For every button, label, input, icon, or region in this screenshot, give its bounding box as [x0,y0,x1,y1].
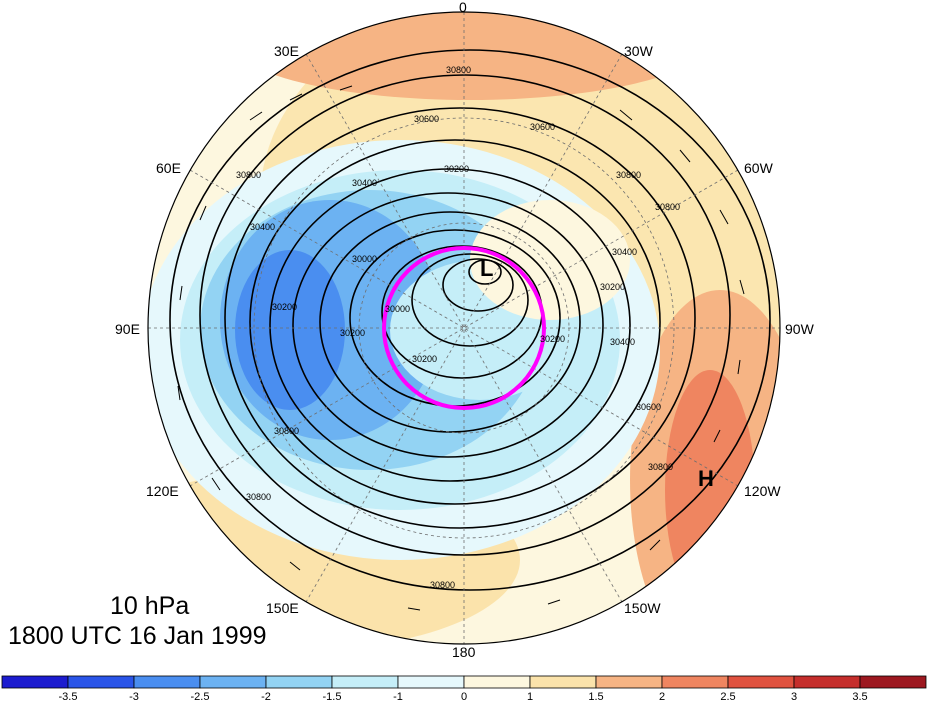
valid-time-caption: 1800 UTC 16 Jan 1999 [8,622,267,650]
colorbar-swatch [529,675,597,689]
colorbar-tick-label: 0 [461,691,467,702]
height-contours [169,49,771,591]
contour-label: 30800 [655,202,680,212]
lon-label-120e: 120E [146,483,179,499]
contour-label: 30800 [446,65,471,75]
colorbar-tick-label: 1.5 [588,691,603,702]
contour-label: 30800 [648,462,673,472]
colorbar-tick-label: 3 [791,691,797,702]
contour-label: 30200 [272,302,297,312]
colorbar-swatch [331,675,399,689]
colorbar-swatch [463,675,531,689]
longitude-labels: 0 30E 30W 60E 60W 90E 90W 120E 120W 150E… [115,0,815,660]
colorbar-tick-label: -1 [393,691,403,702]
lon-label-30w: 30W [624,43,654,59]
colorbar-swatch [133,675,201,689]
colorbar-tick-label: 2 [659,691,665,702]
contour-label: 30800 [274,426,299,436]
contour-label: 30000 [385,304,410,314]
colorbar-swatch [199,675,267,689]
lon-label-90e: 90E [115,321,140,337]
colorbar-swatch [1,675,69,689]
contour-label: 30600 [530,122,555,132]
colorbar-tick-label: -2 [261,691,271,702]
colorbar: -3.5 -3 -2.5 -2 -1.5 -1 0 1 1.5 2 2.5 3 3.5 [1,675,927,702]
lon-label-60w: 60W [744,160,774,176]
lon-label-150e: 150E [266,600,299,616]
contour-label: 30200 [540,334,565,344]
colorbar-swatch [727,675,795,689]
colorbar-swatch [397,675,465,689]
lon-label-180: 180 [452,644,476,660]
contour-label: 30200 [600,282,625,292]
lon-label-0: 0 [459,0,467,15]
lat-lon-grid [148,12,780,644]
anomaly-shading [148,12,780,644]
pressure-level-caption: 10 hPa [110,592,190,620]
contour-label: 30400 [612,247,637,257]
lon-label-150w: 150W [624,600,661,616]
lon-label-30e: 30E [274,43,299,59]
map-boundary [147,11,781,645]
contour-label: 30000 [352,254,377,264]
contour-label-group: 30800 30600 30600 30400 30800 30800 3020… [236,65,680,590]
colorbar-swatch [67,675,135,689]
wind-barbs [177,85,745,611]
colorbar-tick-label: 3.5 [852,691,867,702]
lon-label-90w: 90W [785,321,815,337]
lon-label-60e: 60E [156,160,181,176]
contour-label: 30600 [414,114,439,124]
contour-label: 30400 [352,178,377,188]
contour-label: 30400 [250,222,275,232]
contour-label: 30600 [636,402,661,412]
colorbar-tick-label: -3.5 [59,691,78,702]
contour-label: 30200 [340,328,365,338]
low-pressure-marker: L [480,256,493,281]
contour-label: 30800 [616,170,641,180]
contour-label: 30200 [412,354,437,364]
contour-label: 30800 [246,492,271,502]
contour-label: 30200 [444,164,469,174]
colorbar-tick-label: 1 [527,691,533,702]
colorbar-tick-label: -2.5 [191,691,210,702]
colorbar-tick-label: 2.5 [720,691,735,702]
colorbar-tick-label: -1.5 [323,691,342,702]
colorbar-tick-label: -3 [129,691,139,702]
contour-label: 30800 [236,170,261,180]
vortex-highlight-circle [382,246,546,410]
colorbar-swatch [793,675,861,689]
contour-label: 30400 [610,337,635,347]
lon-label-120w: 120W [744,483,781,499]
high-pressure-marker: H [698,466,714,491]
colorbar-swatch [265,675,333,689]
contour-label: 30800 [430,580,455,590]
colorbar-swatch [859,675,927,689]
colorbar-swatch [595,675,663,689]
colorbar-swatch [661,675,729,689]
